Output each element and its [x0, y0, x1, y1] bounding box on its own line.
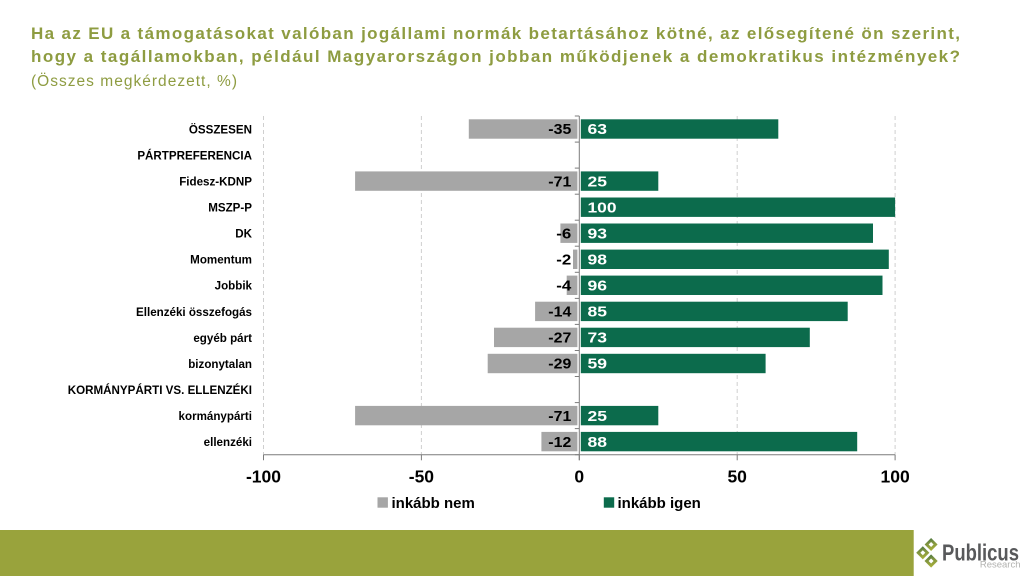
svg-text:-50: -50	[409, 467, 435, 487]
svg-text:bizonytalan: bizonytalan	[188, 358, 252, 371]
svg-text:-4: -4	[556, 278, 572, 295]
svg-text:0: 0	[574, 467, 584, 487]
svg-text:-27: -27	[548, 330, 571, 347]
svg-text:Ha az EU a támogatásokat valób: Ha az EU a támogatásokat valóban jogálla…	[31, 24, 960, 43]
svg-text:-71: -71	[548, 173, 571, 190]
svg-text:50: 50	[727, 467, 747, 487]
svg-text:73: 73	[588, 330, 608, 347]
svg-text:Ellenzéki összefogás: Ellenzéki összefogás	[136, 306, 252, 319]
svg-text:96: 96	[588, 278, 608, 295]
svg-text:-6: -6	[556, 225, 571, 242]
svg-text:100: 100	[880, 467, 909, 487]
svg-text:egyéb párt: egyéb párt	[193, 332, 252, 345]
svg-text:-12: -12	[548, 434, 571, 451]
svg-text:MSZP-P: MSZP-P	[208, 202, 252, 215]
svg-text:25: 25	[588, 408, 608, 425]
svg-text:Fidesz-KDNP: Fidesz-KDNP	[179, 176, 252, 189]
svg-text:25: 25	[588, 173, 608, 190]
svg-text:98: 98	[588, 252, 608, 269]
svg-text:kormánypárti: kormánypárti	[179, 410, 252, 423]
svg-text:inkább igen: inkább igen	[618, 495, 701, 512]
svg-text:59: 59	[588, 356, 608, 373]
svg-text:93: 93	[588, 225, 608, 242]
svg-text:ÖSSZESEN: ÖSSZESEN	[189, 123, 252, 136]
svg-text:85: 85	[588, 304, 608, 321]
svg-text:88: 88	[588, 434, 608, 451]
svg-text:-2: -2	[556, 252, 571, 269]
svg-text:(Összes megkérdezett, %): (Összes megkérdezett, %)	[31, 72, 237, 90]
svg-text:-14: -14	[548, 304, 572, 321]
svg-text:ellenzéki: ellenzéki	[204, 436, 252, 449]
svg-text:-35: -35	[548, 121, 571, 138]
svg-text:100: 100	[588, 199, 617, 216]
svg-text:hogy a tagállamokban, például: hogy a tagállamokban, például Magyarorsz…	[31, 47, 960, 66]
svg-text:-29: -29	[548, 356, 571, 373]
svg-text:Publicus: Publicus	[942, 540, 1019, 566]
svg-text:DK: DK	[235, 228, 252, 241]
svg-text:inkább nem: inkább nem	[392, 495, 475, 512]
svg-text:-100: -100	[246, 467, 281, 487]
svg-text:PÁRTPREFERENCIA: PÁRTPREFERENCIA	[137, 150, 252, 163]
svg-text:63: 63	[588, 121, 608, 138]
svg-text:Jobbik: Jobbik	[215, 280, 253, 293]
svg-text:Momentum: Momentum	[190, 254, 252, 267]
svg-text:KORMÁNYPÁRTI VS. ELLENZÉKI: KORMÁNYPÁRTI VS. ELLENZÉKI	[68, 384, 252, 397]
svg-text:Research: Research	[980, 560, 1021, 571]
svg-text:-71: -71	[548, 408, 571, 425]
